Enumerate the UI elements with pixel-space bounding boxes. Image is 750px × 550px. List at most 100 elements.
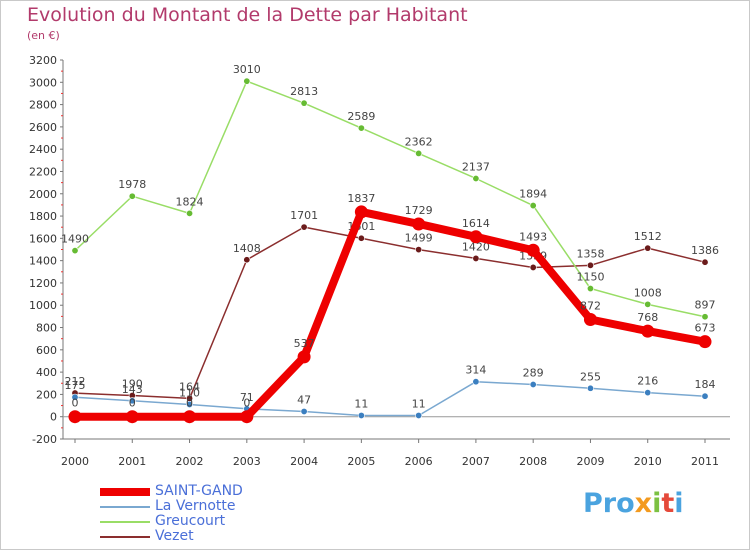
- data-point-greucourt: [186, 209, 194, 217]
- chart-title: Evolution du Montant de la Dette par Hab…: [27, 4, 468, 26]
- data-label-greucourt: 1008: [634, 286, 662, 299]
- data-label-la-vernotte: 175: [65, 379, 86, 392]
- data-point-saint-gand: [469, 230, 483, 244]
- legend-swatch-la-vernotte: [100, 506, 150, 508]
- chart-subtitle: (en €): [27, 29, 60, 42]
- data-point-greucourt: [243, 77, 251, 85]
- data-point-saint-gand: [583, 313, 597, 327]
- data-label-vezet: 1499: [405, 232, 433, 245]
- y-tick-label: 1000: [29, 299, 57, 312]
- y-tick-label: 0: [50, 411, 57, 424]
- data-point-la-vernotte: [300, 407, 308, 415]
- y-tick-label: 2600: [29, 121, 57, 134]
- data-label-greucourt: 1824: [176, 195, 204, 208]
- data-label-la-vernotte: 71: [240, 391, 254, 404]
- x-tick-label: 2008: [519, 455, 547, 468]
- data-point-saint-gand: [297, 350, 311, 364]
- data-label-vezet: 164: [179, 380, 200, 393]
- data-label-vezet: 1408: [233, 242, 261, 255]
- data-label-saint-gand: 1493: [519, 230, 547, 243]
- data-point-vezet: [644, 244, 652, 252]
- data-point-saint-gand: [68, 410, 82, 424]
- series-line-greucourt: [74, 80, 706, 318]
- x-tick-label: 2002: [176, 455, 204, 468]
- legend-item-greucourt: Greucourt: [100, 513, 340, 530]
- data-point-vezet: [529, 263, 537, 271]
- data-point-saint-gand: [698, 335, 712, 349]
- x-tick-label: 2005: [347, 455, 375, 468]
- x-tick-label: 2010: [634, 455, 662, 468]
- data-label-saint-gand: 673: [695, 322, 716, 335]
- data-point-la-vernotte: [529, 380, 537, 388]
- data-label-greucourt: 1978: [118, 178, 146, 191]
- data-point-la-vernotte: [701, 392, 709, 400]
- data-point-greucourt: [586, 285, 594, 293]
- data-point-vezet: [243, 256, 251, 264]
- data-label-saint-gand: 0: [243, 397, 250, 410]
- legend-label-saint-gand: SAINT-GAND: [155, 483, 243, 499]
- y-tick-label: 1200: [29, 277, 57, 290]
- data-point-saint-gand: [183, 410, 197, 424]
- data-label-vezet: 1512: [634, 230, 662, 243]
- legend-swatch-greucourt: [100, 521, 150, 523]
- y-tick-label: 2800: [29, 99, 57, 112]
- data-point-vezet: [300, 223, 308, 231]
- data-label-saint-gand: 0: [129, 397, 136, 410]
- x-tick-label: 2001: [118, 455, 146, 468]
- y-tick-label: 2200: [29, 165, 57, 178]
- data-point-vezet: [586, 261, 594, 269]
- y-tick-label: 3000: [29, 76, 57, 89]
- data-label-greucourt: 2813: [290, 85, 318, 98]
- data-label-la-vernotte: 184: [695, 378, 716, 391]
- data-label-greucourt: 1150: [576, 271, 604, 284]
- proxiti-logo[interactable]: Proxiti: [583, 488, 684, 519]
- data-label-greucourt: 897: [695, 299, 716, 312]
- x-tick-label: 2004: [290, 455, 318, 468]
- data-label-la-vernotte: 47: [297, 393, 311, 406]
- data-point-la-vernotte: [186, 400, 194, 408]
- legend: SAINT-GAND La Vernotte Greucourt Vezet: [100, 483, 340, 545]
- data-point-greucourt: [701, 313, 709, 321]
- data-label-saint-gand: 1729: [405, 204, 433, 217]
- data-point-greucourt: [472, 174, 480, 182]
- x-tick-label: 2011: [691, 455, 719, 468]
- y-tick-label: 2000: [29, 188, 57, 201]
- data-label-vezet: 190: [122, 378, 143, 391]
- data-label-vezet: 1386: [691, 244, 719, 257]
- data-point-greucourt: [529, 202, 537, 210]
- data-label-vezet: 1358: [576, 247, 604, 260]
- data-point-greucourt: [300, 99, 308, 107]
- legend-item-la-vernotte: La Vernotte: [100, 498, 340, 515]
- data-point-saint-gand: [125, 410, 139, 424]
- data-label-greucourt: 1894: [519, 188, 547, 201]
- data-label-saint-gand: 537: [294, 337, 315, 350]
- legend-label-la-vernotte: La Vernotte: [155, 498, 236, 514]
- x-tick-label: 2007: [462, 455, 490, 468]
- data-label-greucourt: 2362: [405, 135, 433, 148]
- data-point-saint-gand: [240, 410, 254, 424]
- data-point-saint-gand: [641, 324, 655, 338]
- y-tick-label: 400: [36, 366, 57, 379]
- data-label-la-vernotte: 314: [465, 364, 486, 377]
- data-point-greucourt: [357, 124, 365, 132]
- data-point-la-vernotte: [357, 411, 365, 419]
- data-point-greucourt: [644, 300, 652, 308]
- legend-swatch-vezet: [100, 536, 150, 538]
- x-tick-label: 2006: [405, 455, 433, 468]
- data-label-saint-gand: 0: [72, 397, 79, 410]
- legend-item-vezet: Vezet: [100, 528, 340, 545]
- data-point-greucourt: [415, 149, 423, 157]
- y-tick-label: 1800: [29, 210, 57, 223]
- y-tick-label: 2400: [29, 143, 57, 156]
- data-label-vezet: 1420: [462, 240, 490, 253]
- data-label-greucourt: 2589: [347, 110, 375, 123]
- y-tick-label: 600: [36, 344, 57, 357]
- data-label-vezet: 1701: [290, 209, 318, 222]
- data-label-greucourt: 2137: [462, 160, 490, 173]
- x-tick-label: 2000: [61, 455, 89, 468]
- data-point-vezet: [472, 254, 480, 262]
- y-tick-label: 1600: [29, 232, 57, 245]
- data-point-vezet: [357, 234, 365, 242]
- data-point-greucourt: [71, 247, 79, 255]
